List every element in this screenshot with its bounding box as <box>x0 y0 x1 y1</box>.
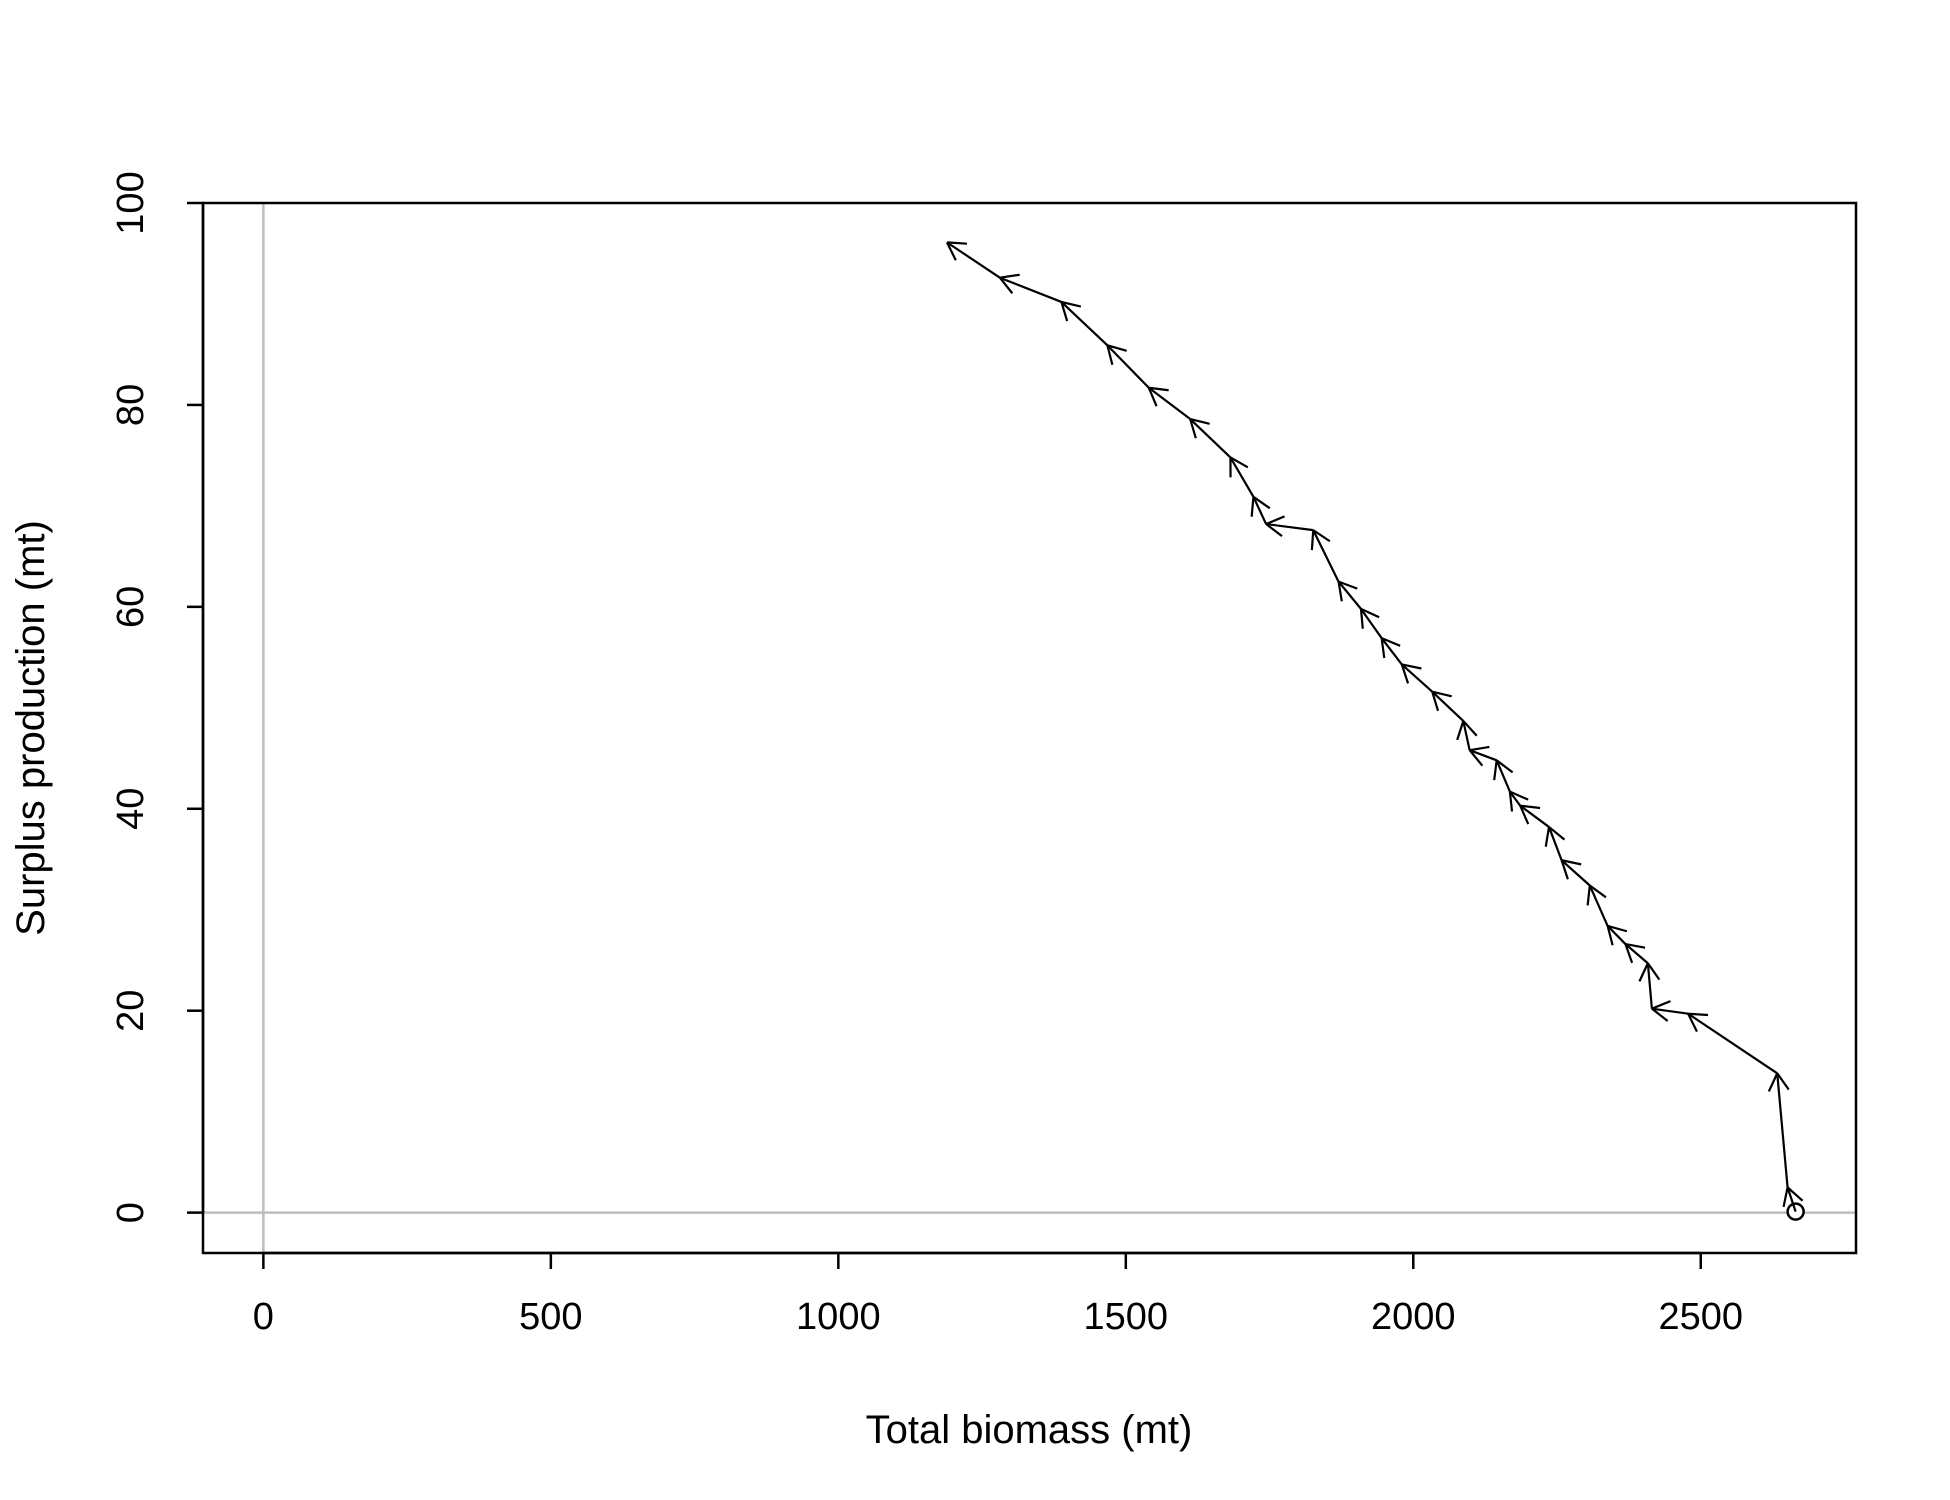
x-tick-label: 1500 <box>1084 1296 1169 1338</box>
y-tick-label: 20 <box>110 990 152 1032</box>
trajectory-arrow <box>1431 690 1465 722</box>
series-layer <box>946 241 1805 1221</box>
trajectory-arrow <box>1337 580 1362 610</box>
trajectory-arrow <box>1493 759 1514 793</box>
x-axis-title: Total biomass (mt) <box>866 1408 1193 1452</box>
y-tick-label: 100 <box>110 171 152 234</box>
trajectory-arrow <box>1544 826 1566 861</box>
trajectory-arrow <box>1189 417 1232 459</box>
trajectory-arrow <box>1380 637 1403 666</box>
x-axis: 0 500 1000 1500 2000 2500 <box>253 1251 1743 1338</box>
trajectory-arrow <box>1265 515 1314 538</box>
trajectory-arrow <box>946 241 1001 279</box>
trajectory-arrow <box>1250 495 1271 525</box>
y-axis-title: Surplus production (mt) <box>9 520 53 936</box>
y-tick-label: 60 <box>110 586 152 628</box>
trajectory-arrow <box>1782 1186 1804 1212</box>
trajectory-arrow <box>1767 1072 1790 1188</box>
x-tick-label: 1000 <box>796 1296 881 1338</box>
trajectory-arrow <box>1229 456 1255 498</box>
trajectory-arrow <box>1147 386 1191 420</box>
trajectory-arrow <box>999 273 1062 303</box>
x-tick-label: 500 <box>519 1296 582 1338</box>
reference-lines <box>203 203 1856 1253</box>
x-tick-label: 2500 <box>1658 1296 1743 1338</box>
trajectory-arrow <box>1456 720 1478 751</box>
trajectory-arrow <box>1468 745 1498 767</box>
trajectory-arrow <box>1400 663 1433 693</box>
y-tick-label: 0 <box>110 1202 152 1223</box>
trajectory-arrow <box>1106 344 1150 389</box>
trajectory-arrow <box>1638 962 1661 1009</box>
trajectory-arrow <box>1687 1012 1778 1075</box>
trajectory-arrow <box>1560 859 1591 887</box>
x-tick-label: 0 <box>253 1296 274 1338</box>
trajectory-arrow <box>1359 607 1383 639</box>
trajectory-arrow <box>1060 300 1109 347</box>
trajectory-arrow <box>1651 1000 1689 1022</box>
trajectory-arrow <box>1519 804 1550 828</box>
y-axis: 0 20 40 60 80 100 <box>110 171 205 1223</box>
plot-frame <box>201 201 1858 1255</box>
trajectory-arrow <box>1586 884 1609 927</box>
trajectory-arrow <box>1310 529 1340 583</box>
x-tick-label: 2000 <box>1371 1296 1456 1338</box>
trajectory-arrow <box>1606 924 1628 946</box>
trajectory-arrow <box>1624 942 1649 965</box>
y-tick-label: 40 <box>110 788 152 830</box>
y-tick-label: 80 <box>110 384 152 426</box>
trajectory-arrow <box>1508 790 1529 812</box>
